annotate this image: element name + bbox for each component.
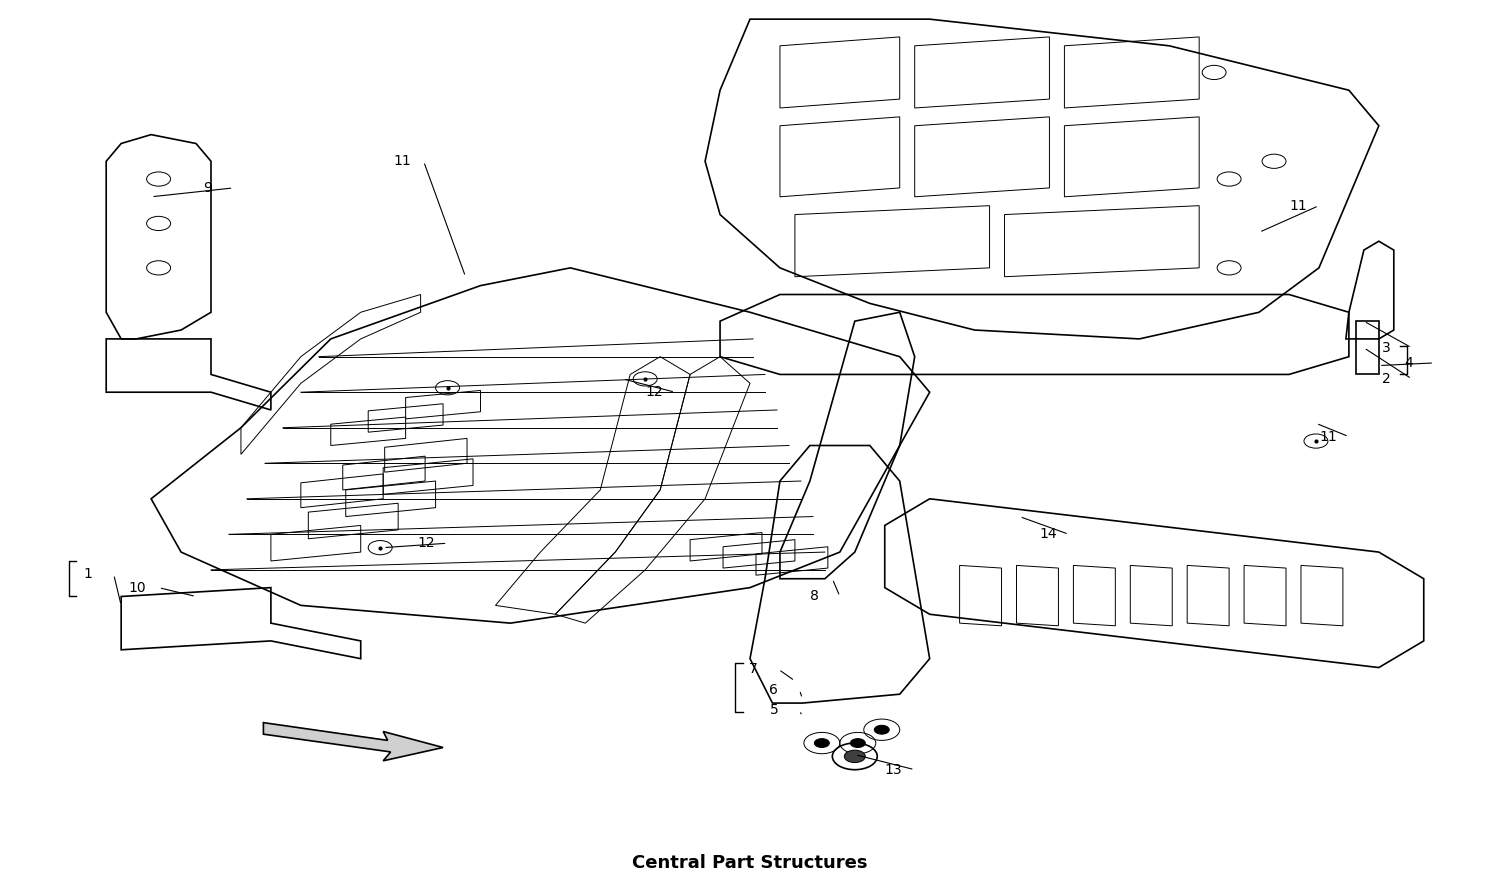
Text: 11: 11 bbox=[1318, 429, 1336, 444]
Text: 4: 4 bbox=[1404, 356, 1413, 370]
Text: 9: 9 bbox=[204, 181, 213, 195]
Text: 2: 2 bbox=[1382, 372, 1390, 386]
Text: 8: 8 bbox=[810, 590, 819, 603]
Text: 11: 11 bbox=[393, 154, 411, 168]
Circle shape bbox=[874, 725, 890, 734]
Circle shape bbox=[815, 739, 830, 748]
Text: 5: 5 bbox=[770, 703, 778, 717]
Text: 11: 11 bbox=[1288, 199, 1306, 213]
Text: 12: 12 bbox=[417, 536, 435, 551]
Text: 13: 13 bbox=[885, 763, 903, 777]
Circle shape bbox=[850, 739, 865, 748]
Text: 3: 3 bbox=[1382, 340, 1390, 355]
Polygon shape bbox=[264, 723, 442, 761]
Text: 14: 14 bbox=[1040, 527, 1056, 542]
Text: 1: 1 bbox=[84, 568, 93, 581]
Circle shape bbox=[844, 750, 865, 763]
Text: 10: 10 bbox=[129, 581, 147, 594]
Text: 6: 6 bbox=[770, 683, 778, 697]
Text: Central Part Structures: Central Part Structures bbox=[633, 854, 867, 872]
Text: 7: 7 bbox=[748, 662, 758, 676]
Text: 12: 12 bbox=[645, 385, 663, 399]
